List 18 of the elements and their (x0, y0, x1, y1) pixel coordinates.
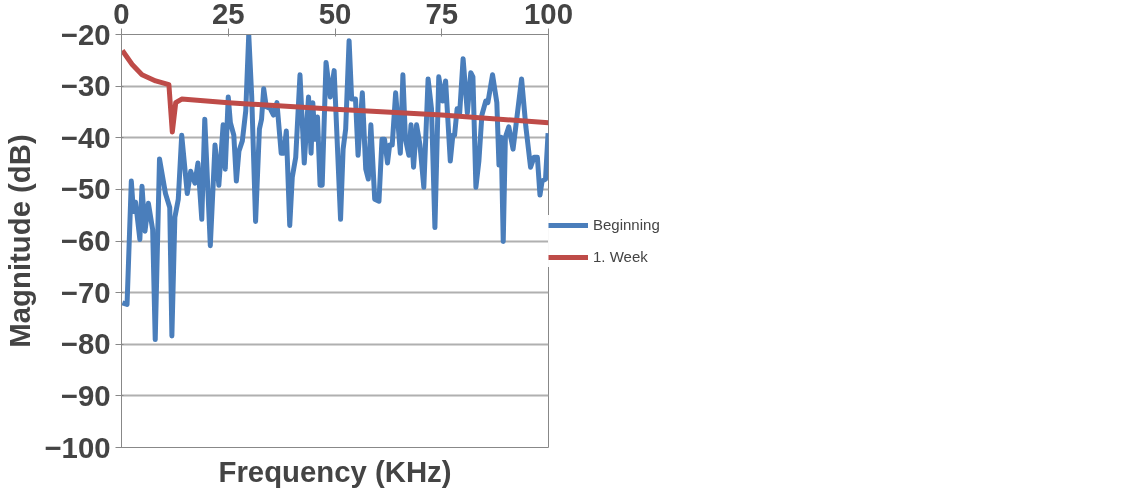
x-axis-title: Frequency (KHz) (218, 454, 452, 488)
legend-label: Beginning (593, 216, 660, 233)
y-tick-label: −20 (60, 17, 111, 51)
y-tick-label: −30 (60, 69, 111, 103)
x-tick-label: 50 (318, 0, 352, 30)
x-tick-label: 0 (113, 0, 130, 30)
legend-label: 1. Week (593, 248, 648, 265)
y-axis-title: Magnitude (dB) (3, 134, 37, 348)
y-tick-label: −90 (60, 378, 111, 412)
x-tick-label: 100 (524, 0, 573, 30)
y-tick-label: −100 (44, 430, 111, 464)
y-tick-label: −40 (60, 120, 111, 154)
y-tick-label: −50 (60, 172, 111, 206)
y-tick-label: −60 (60, 224, 111, 257)
x-tick-label: 75 (425, 0, 459, 30)
y-tick-label: −70 (60, 275, 111, 309)
x-tick-label: 25 (211, 0, 245, 30)
y-tick-label: −80 (60, 327, 111, 361)
